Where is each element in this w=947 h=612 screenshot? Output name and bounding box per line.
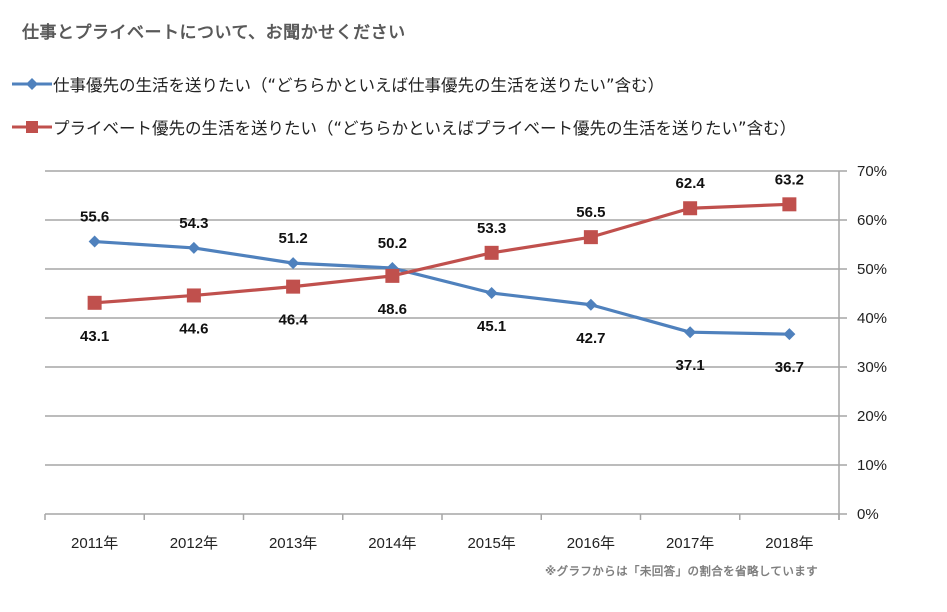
x-tick-label: 2014年 [368, 535, 416, 552]
x-tick-label: 2017年 [666, 535, 714, 552]
data-label: 44.6 [179, 320, 208, 337]
data-label: 42.7 [576, 330, 605, 347]
x-tick-label: 2015年 [467, 535, 515, 552]
series-group [87, 197, 797, 341]
data-label: 46.4 [279, 312, 309, 329]
legend-square-marker-icon [12, 121, 52, 133]
diamond-marker [783, 328, 796, 341]
data-label: 63.2 [775, 171, 804, 188]
x-tick-label: 2011年 [71, 535, 118, 552]
series-line-0 [94, 239, 790, 336]
data-label: 43.1 [80, 328, 109, 345]
data-labels: 55.6 54.3 51.2 50.2 45.1 42.7 37.1 36.7 43.1 44.6… [80, 171, 804, 376]
x-tick-label: 2018年 [765, 535, 813, 552]
data-label: 62.4 [676, 175, 706, 192]
y-tick-label: 70% [857, 163, 887, 180]
diamond-marker [88, 235, 101, 248]
x-tick-label: 2013年 [269, 535, 317, 552]
square-marker [683, 201, 698, 216]
data-label: 50.2 [378, 235, 407, 252]
data-label: 36.7 [775, 359, 804, 376]
square-marker [385, 268, 400, 283]
data-label: 54.3 [179, 215, 208, 232]
diamond-marker [684, 326, 697, 339]
diamond-marker [187, 241, 200, 254]
square-marker [87, 295, 102, 310]
axes: 0% 10% 20% 30% 40% 50% 60% 70% 2011年 2012年 2013年 20… [44, 163, 887, 552]
y-tick-label: 40% [857, 310, 887, 327]
y-tick-label: 10% [857, 457, 887, 474]
square-marker [186, 288, 201, 303]
diamond-marker [485, 287, 498, 300]
data-label: 45.1 [477, 318, 506, 335]
legend-label-private: プライベート優先の生活を送りたい（“どちらかといえばプライベート優先の生活を送り… [53, 119, 797, 138]
legend-diamond-marker-icon [12, 78, 52, 90]
data-label: 55.6 [80, 209, 109, 226]
y-tick-label: 0% [857, 506, 879, 523]
square-marker [583, 230, 598, 245]
y-tick-label: 20% [857, 408, 887, 425]
footnote: ※グラフからは「未回答」の割合を省略しています [545, 564, 819, 578]
legend-label-work: 仕事優先の生活を送りたい（“どちらかといえば仕事優先の生活を送りたい”含む） [53, 76, 665, 95]
square-marker [484, 245, 499, 260]
data-label: 37.1 [676, 357, 705, 374]
data-label: 56.5 [576, 204, 605, 221]
chart-title: 仕事とプライベートについて、お聞かせください [22, 23, 406, 43]
y-tick-label: 60% [857, 212, 887, 229]
legend-item-work: 仕事優先の生活を送りたい（“どちらかといえば仕事優先の生活を送りたい”含む） [12, 72, 664, 96]
diamond-marker [287, 257, 300, 270]
x-tick-label: 2012年 [170, 535, 218, 552]
legend-item-private: プライベート優先の生活を送りたい（“どちらかといえばプライベート優先の生活を送り… [12, 115, 796, 139]
series-line-1 [94, 202, 790, 305]
diamond-marker [584, 298, 597, 311]
y-tick-label: 30% [857, 359, 887, 376]
x-tick-label: 2016年 [567, 535, 615, 552]
square-marker [782, 197, 797, 212]
square-marker [286, 279, 301, 294]
gridlines [45, 170, 839, 466]
data-label: 51.2 [279, 230, 308, 247]
data-label: 53.3 [477, 220, 506, 237]
data-label: 48.6 [378, 301, 407, 318]
y-tick-label: 50% [857, 261, 887, 278]
